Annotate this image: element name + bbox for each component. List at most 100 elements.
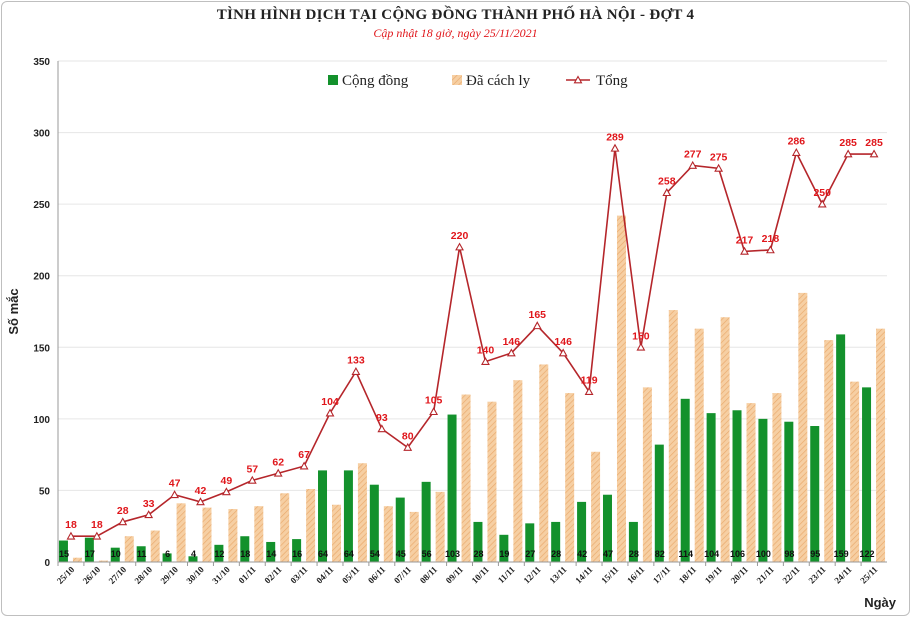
bar-value-label: 64 xyxy=(344,549,354,559)
bar-da-cach-ly xyxy=(746,403,756,562)
bar-cong-dong xyxy=(732,410,742,562)
bar-cong-dong xyxy=(292,539,302,562)
bar-value-label: 106 xyxy=(730,549,745,559)
total-value-label: 33 xyxy=(143,498,155,510)
chart-subtitle: Cập nhật 18 giờ, ngày 25/11/2021 xyxy=(373,26,538,40)
total-value-label: 93 xyxy=(376,412,388,424)
legend-swatch-cong-dong xyxy=(328,75,338,85)
total-point-marker xyxy=(843,149,853,158)
bar-value-label: 28 xyxy=(473,549,483,559)
x-tick-label: 13/11 xyxy=(547,564,569,586)
bar-da-cach-ly xyxy=(383,506,393,562)
total-value-label: 140 xyxy=(477,345,495,357)
total-point-marker xyxy=(196,497,205,506)
total-point-marker xyxy=(714,163,724,172)
bar-value-label: 16 xyxy=(292,549,302,559)
total-value-label: 104 xyxy=(321,396,339,408)
total-point-marker xyxy=(662,188,672,197)
total-series-line xyxy=(70,148,875,538)
bar-cong-dong xyxy=(602,494,612,562)
total-point-marker xyxy=(765,245,775,254)
bar-value-label: 114 xyxy=(678,549,693,559)
bar-da-cach-ly xyxy=(176,503,186,562)
bar-da-cach-ly xyxy=(461,394,471,562)
bar-value-label: 82 xyxy=(655,549,665,559)
bar-da-cach-ly xyxy=(98,560,108,562)
x-tick-label: 16/11 xyxy=(625,564,647,586)
total-point-marker xyxy=(817,199,827,208)
bar-da-cach-ly xyxy=(824,340,834,562)
total-point-marker xyxy=(506,348,516,357)
x-tick-label: 06/11 xyxy=(366,564,388,586)
bar-value-label: 27 xyxy=(525,549,535,559)
total-value-label: 105 xyxy=(425,395,443,407)
x-tick-label: 10/11 xyxy=(470,564,492,586)
bar-value-label: 14 xyxy=(266,549,276,559)
bar-value-label: 122 xyxy=(860,549,875,559)
bar-da-cach-ly xyxy=(798,292,808,562)
x-tick-label: 15/11 xyxy=(599,564,621,586)
total-point-marker xyxy=(377,424,387,433)
total-point-marker xyxy=(403,442,413,451)
bar-value-label: 56 xyxy=(422,549,432,559)
bar-cong-dong xyxy=(110,547,120,562)
bar-value-label: 54 xyxy=(370,549,380,559)
legend-label-da-cach-ly: Đã cách ly xyxy=(466,73,531,89)
x-axis-title: Ngày xyxy=(864,595,897,610)
bar-da-cach-ly xyxy=(306,488,316,562)
bar-da-cach-ly xyxy=(280,493,290,562)
y-tick-label: 0 xyxy=(44,558,50,569)
x-tick-label: 11/11 xyxy=(496,564,517,585)
total-value-label: 18 xyxy=(91,519,103,531)
bar-cong-dong xyxy=(654,444,664,562)
y-tick-label: 200 xyxy=(33,272,50,283)
x-tick-label: 12/11 xyxy=(521,564,543,586)
x-tick-label: 25/10 xyxy=(55,564,77,586)
x-tick-label: 28/10 xyxy=(133,564,155,586)
bar-value-label: 11 xyxy=(137,549,147,559)
legend-marker-tong xyxy=(573,75,583,84)
bar-da-cach-ly xyxy=(409,511,419,562)
total-point-marker xyxy=(144,510,154,519)
total-value-label: 146 xyxy=(503,336,521,348)
bar-da-cach-ly xyxy=(150,530,160,562)
x-tick-label: 25/11 xyxy=(858,564,880,586)
bar-da-cach-ly xyxy=(876,328,886,562)
bar-cong-dong xyxy=(862,387,872,562)
total-point-marker xyxy=(118,517,128,526)
bar-cong-dong xyxy=(784,421,794,562)
bar-value-label: 100 xyxy=(756,549,771,559)
y-tick-label: 300 xyxy=(33,129,50,140)
bar-da-cach-ly xyxy=(357,463,367,562)
total-point-marker xyxy=(429,407,439,416)
total-point-marker xyxy=(481,356,490,365)
x-tick-label: 23/11 xyxy=(806,564,828,586)
bar-cong-dong xyxy=(473,521,483,562)
total-value-label: 286 xyxy=(788,136,806,148)
bar-da-cach-ly xyxy=(202,507,212,562)
x-tick-label: 20/11 xyxy=(729,564,751,586)
bar-cong-dong xyxy=(758,418,768,562)
total-value-label: 47 xyxy=(169,478,181,490)
x-tick-label: 18/11 xyxy=(677,564,699,586)
bar-value-label: 10 xyxy=(111,549,121,559)
total-value-label: 119 xyxy=(581,375,598,387)
total-point-marker xyxy=(791,147,801,156)
bar-da-cach-ly xyxy=(539,364,549,562)
x-tick-label: 31/10 xyxy=(210,564,232,586)
bar-cong-dong xyxy=(266,541,276,562)
total-point-marker xyxy=(299,461,309,470)
bar-value-label: 45 xyxy=(396,549,406,559)
total-value-label: 258 xyxy=(658,176,676,188)
bar-cong-dong xyxy=(551,521,561,562)
total-value-label: 277 xyxy=(684,148,702,160)
bar-cong-dong xyxy=(58,540,68,562)
total-point-marker xyxy=(273,468,283,477)
bar-value-label: 28 xyxy=(629,549,639,559)
total-value-label: 289 xyxy=(606,131,624,143)
total-value-label: 62 xyxy=(272,456,284,468)
total-point-marker xyxy=(170,490,180,499)
total-value-label: 250 xyxy=(813,187,831,199)
